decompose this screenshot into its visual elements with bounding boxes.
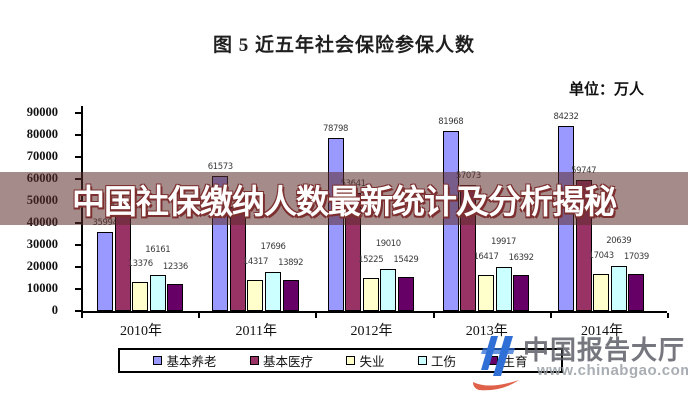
legend-item-基本养老: 基本养老 — [153, 351, 217, 370]
bar-value-label: 84232 — [553, 111, 579, 122]
y-axis-tick — [75, 134, 82, 136]
legend-item-失业: 失业 — [346, 351, 385, 370]
bar-value-label: 17043 — [588, 250, 614, 261]
bar-value-label: 17696 — [260, 242, 286, 253]
bar-value-label: 16161 — [145, 245, 171, 256]
x-axis-label-2012年: 2012年 — [350, 324, 393, 339]
bar-基本养老-2010年 — [97, 231, 113, 311]
legend-swatch — [153, 356, 163, 365]
watermark-url: www.chinabgao.com — [537, 362, 688, 379]
x-axis-line — [81, 311, 667, 313]
y-axis-tick-label: 10000 — [26, 281, 58, 295]
bar-生育-2014年 — [628, 273, 645, 311]
bar-生育-2012年 — [397, 277, 414, 311]
y-axis-tick-label: 30000 — [26, 237, 58, 251]
bar-value-label: 59747 — [571, 165, 597, 176]
bar-失业-2011年 — [247, 279, 264, 311]
legend-label: 失业 — [359, 355, 385, 369]
legend-item-工伤: 工伤 — [417, 351, 456, 370]
bar-失业-2012年 — [362, 277, 379, 311]
bar-value-label: 78798 — [322, 123, 349, 134]
legend-swatch — [346, 356, 356, 365]
bar-生育-2010年 — [167, 283, 184, 311]
legend-swatch — [417, 356, 427, 365]
y-axis-tick-label: 70000 — [26, 149, 58, 163]
x-axis-tick — [432, 313, 435, 318]
y-axis-tick — [75, 112, 82, 114]
bar-工伤-2013年 — [495, 267, 512, 311]
bar-value-label: 81968 — [438, 116, 464, 127]
watermark-logo-icon — [473, 336, 519, 391]
bar-生育-2011年 — [282, 280, 299, 311]
bar-生育-2013年 — [513, 274, 530, 311]
headline-text: 中国社保缴纳人数最新统计及分析揭秘 — [72, 182, 617, 220]
watermark: 中国报告大厅 www.chinabgao.com — [471, 330, 688, 392]
y-axis-tick — [75, 266, 82, 268]
x-axis-tick — [667, 313, 669, 318]
bar-失业-2010年 — [132, 281, 149, 311]
y-axis-tick-label: 20000 — [26, 259, 58, 273]
x-axis-tick — [198, 313, 201, 318]
bar-value-label: 61573 — [207, 161, 233, 172]
bar-工伤-2011年 — [265, 272, 282, 311]
bar-value-label: 15429 — [393, 255, 419, 266]
watermark-brand: 中国报告大厅 — [523, 335, 686, 365]
x-axis-label-2011年: 2011年 — [235, 324, 277, 339]
headline-banner: 中国社保缴纳人数最新统计及分析揭秘 — [0, 172, 688, 225]
y-axis-tick — [75, 156, 82, 158]
y-axis-tick — [75, 310, 82, 312]
bar-value-label: 12336 — [162, 261, 188, 272]
y-axis-tick — [75, 288, 82, 290]
bar-工伤-2010年 — [149, 275, 166, 311]
bar-value-label: 13892 — [278, 258, 304, 269]
bar-value-label: 17039 — [623, 251, 649, 262]
bar-失业-2014年 — [593, 273, 610, 311]
y-axis-tick-label: 80000 — [26, 127, 58, 141]
x-axis-label-2010年: 2010年 — [120, 324, 162, 339]
bar-value-label: 16392 — [508, 252, 534, 263]
bar-group-2010年: 3599443263133761616112336 — [92, 113, 188, 311]
legend-label: 基本养老 — [166, 355, 217, 369]
bar-value-label: 16417 — [473, 251, 499, 262]
x-axis-tick — [81, 313, 83, 318]
x-axis-label-2014年: 2014年 — [581, 324, 623, 339]
y-axis-tick-label: 90000 — [26, 105, 58, 119]
bar-value-label: 15225 — [358, 254, 384, 265]
legend-label: 工伤 — [430, 355, 456, 369]
y-axis-tick-label: 0 — [51, 303, 58, 317]
legend-label: 基本医疗 — [262, 355, 313, 369]
unit-label: 单位：万人 — [568, 82, 644, 98]
x-axis-tick — [315, 313, 318, 318]
legend-label: 生育 — [502, 355, 528, 369]
x-axis-tick — [549, 313, 552, 318]
bar-失业-2013年 — [477, 274, 494, 311]
bar-value-label: 19010 — [375, 239, 401, 250]
chart-title: 图 5 近五年社会保险参保人数 — [212, 35, 475, 56]
bar-value-label: 20639 — [606, 235, 632, 246]
bar-value-label: 14317 — [242, 256, 268, 267]
legend-swatch — [249, 356, 259, 365]
y-axis-tick — [75, 244, 82, 246]
bar-value-label: 19917 — [491, 237, 517, 248]
bar-value-label: 13376 — [127, 258, 153, 269]
bar-工伤-2012年 — [380, 269, 397, 311]
bar-工伤-2014年 — [610, 265, 627, 311]
legend-item-基本医疗: 基本医疗 — [249, 351, 313, 370]
x-axis-label-2013年: 2013年 — [465, 324, 508, 339]
